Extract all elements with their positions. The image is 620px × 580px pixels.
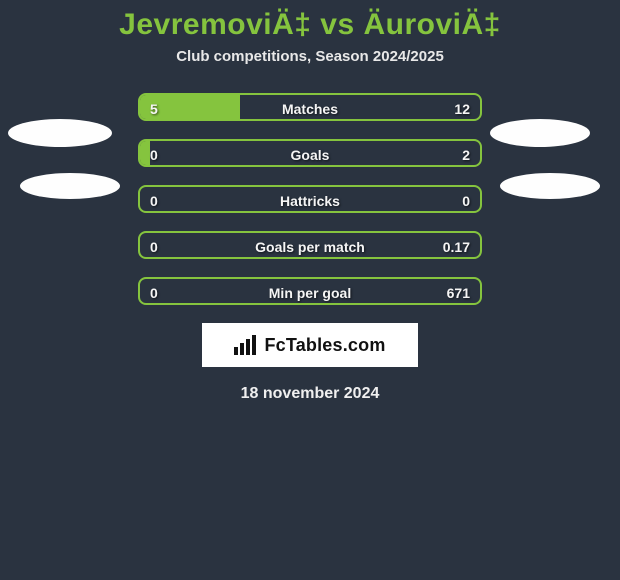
snapshot-date: 18 november 2024 xyxy=(0,385,620,403)
page-title: JevremoviÄ‡ vs ÄuroviÄ‡ xyxy=(0,0,620,42)
stat-label: Min per goal xyxy=(140,279,480,305)
stat-row: 00.17Goals per match xyxy=(0,231,620,259)
stat-row: 00Hattricks xyxy=(0,185,620,213)
brand-text: FcTables.com xyxy=(264,335,385,356)
stat-label: Hattricks xyxy=(140,187,480,213)
page-subtitle: Club competitions, Season 2024/2025 xyxy=(0,48,620,65)
stat-bar-track: 512Matches xyxy=(138,93,482,121)
stat-label: Goals per match xyxy=(140,233,480,259)
bar-chart-icon xyxy=(234,335,258,355)
stat-label: Matches xyxy=(140,95,480,121)
stat-label: Goals xyxy=(140,141,480,167)
stat-row: 02Goals xyxy=(0,139,620,167)
brand-badge: FcTables.com xyxy=(202,323,418,367)
comparison-chart: 512Matches 02Goals 00Hattricks 00.17Goals p… xyxy=(0,93,620,305)
stat-row: 0671Min per goal xyxy=(0,277,620,305)
stat-row: 512Matches xyxy=(0,93,620,121)
stat-bar-track: 0671Min per goal xyxy=(138,277,482,305)
stat-bar-track: 02Goals xyxy=(138,139,482,167)
stat-bar-track: 00Hattricks xyxy=(138,185,482,213)
stat-bar-track: 00.17Goals per match xyxy=(138,231,482,259)
